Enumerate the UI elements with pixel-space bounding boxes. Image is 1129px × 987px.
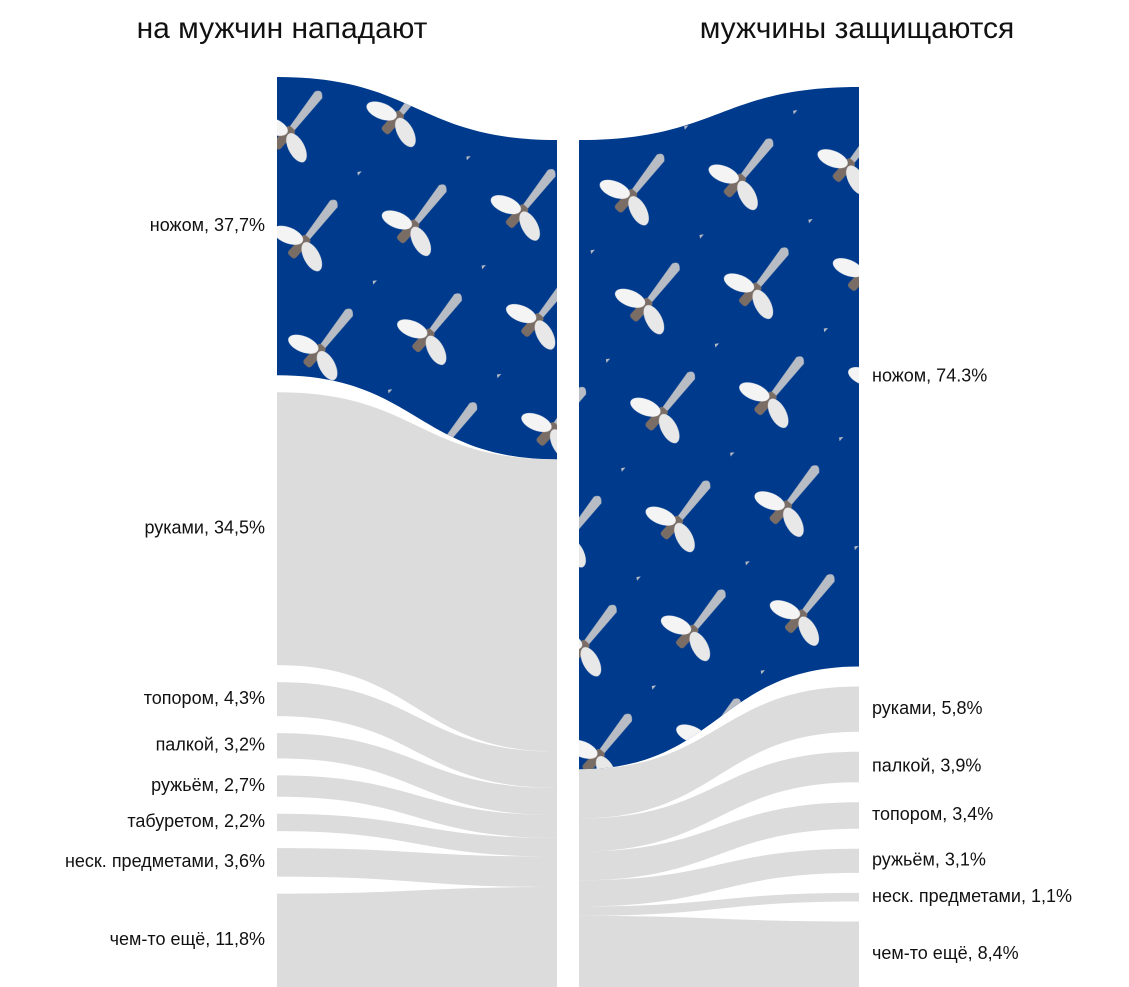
value-label: топором, 3,4%: [872, 804, 993, 824]
chart-title: мужчины защищаются: [700, 12, 1015, 45]
flow-band: [579, 802, 859, 881]
flow-band: [579, 686, 859, 819]
knife-pattern: [579, 87, 859, 770]
flow-band: [277, 848, 557, 888]
chart-title: на мужчин нападают: [137, 12, 428, 45]
flow-band: [277, 813, 557, 857]
value-label: ножом, 74.3%: [872, 366, 987, 386]
value-label: неск. предметами, 3,6%: [65, 851, 265, 871]
value-label: топором, 4,3%: [144, 688, 265, 708]
value-label: неск. предметами, 1,1%: [872, 886, 1072, 906]
flow-band: [277, 775, 557, 838]
flow-band: [277, 887, 557, 987]
value-label: ножом, 37,7%: [150, 215, 265, 235]
value-label: чем-то ещё, 11,8%: [110, 929, 265, 949]
value-label: чем-то ещё, 8,4%: [872, 943, 1019, 963]
flow-band: [579, 915, 859, 987]
flow-band: [579, 751, 859, 852]
flow-band: [579, 892, 859, 916]
flow-band: [579, 848, 859, 907]
flow-band: [277, 392, 557, 752]
value-label: руками, 5,8%: [872, 698, 983, 718]
value-label: ружьём, 3,1%: [872, 850, 986, 870]
flow-band: [277, 733, 557, 816]
value-label: ружьём, 2,7%: [151, 775, 265, 795]
value-label: табуретом, 2,2%: [127, 811, 265, 831]
value-label: руками, 34,5%: [144, 517, 265, 537]
knife-pattern: [277, 77, 557, 460]
flow-band: [277, 682, 557, 788]
value-label: палкой, 3,2%: [156, 735, 265, 755]
value-label: палкой, 3,9%: [872, 756, 981, 776]
